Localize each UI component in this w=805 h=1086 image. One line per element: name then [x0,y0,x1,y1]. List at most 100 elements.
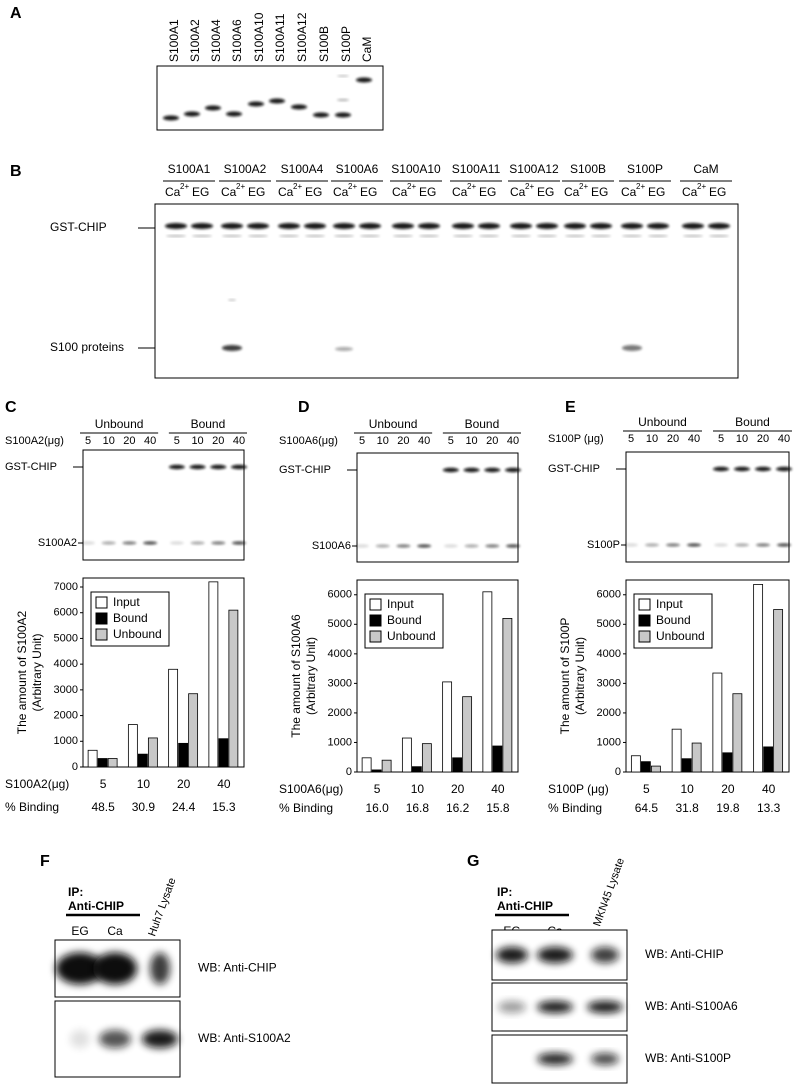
bar [97,758,108,768]
ion-label: Ca [621,185,637,199]
band [93,952,137,985]
lane-label: S100A2 [188,19,202,62]
band [337,75,349,77]
chelator-label: EG [648,185,665,199]
band [484,467,501,473]
band [392,223,414,229]
band [191,223,213,229]
band [505,467,521,473]
ion-label: Ca [682,185,698,199]
charge-label: 2+ [467,182,476,191]
binding-value: 16.8 [406,801,430,815]
lane-label: S100A6 [336,162,379,176]
band [333,223,355,229]
bar [681,758,692,773]
lane-label: S100A2 [224,162,267,176]
legend-swatch [95,628,108,641]
band [150,952,170,985]
band [622,235,642,237]
bar [137,753,148,768]
band [231,464,247,470]
charge-label: 2+ [579,182,588,191]
band [621,223,643,229]
group-label: Unbound [638,415,687,429]
bar [492,745,503,773]
ion-label: Ca [392,185,408,199]
lane-dose: 20 [757,433,769,445]
legend-label: Unbound [656,629,705,643]
legend-label: Input [113,595,140,609]
band [101,541,116,545]
ion-label: Ca [165,185,181,199]
band [713,466,729,472]
panel-letter: A [10,5,22,22]
band [305,235,325,237]
band [190,541,205,545]
band [708,223,730,229]
lane-dose: 5 [85,435,91,447]
band [375,544,390,548]
bar [107,758,118,768]
y-tick-label: 7000 [54,581,78,593]
x-axis-label: S100P (μg) [548,782,609,796]
group-label: Bound [465,417,500,431]
band [591,1053,619,1065]
ion-label: Ca [510,185,526,199]
chelator-label: EG [591,185,608,199]
binding-value: 24.4 [172,800,196,814]
y-tick-label: 6000 [328,589,352,601]
bar [691,742,702,773]
band [755,466,771,472]
band [709,235,729,237]
charge-label: 2+ [697,182,706,191]
group-label: Bound [735,415,770,429]
lane-label: S100B [317,26,331,62]
band [247,223,269,229]
bar [630,755,641,773]
binding-value: 19.8 [716,801,740,815]
band [222,345,242,351]
band [169,541,184,545]
bar [381,759,392,773]
band [304,223,326,229]
chelator-label: EG [305,185,322,199]
lane-label: S100A11 [273,13,287,62]
lane-label: S100A4 [209,19,223,62]
bar [218,738,229,768]
y-tick-label: 3000 [54,684,78,696]
binding-label: % Binding [279,801,333,815]
legend-swatch [369,630,382,643]
bar [442,681,453,773]
lane-label: S100A10 [252,12,266,62]
y-tick-label: 0 [615,766,621,778]
bar [228,609,239,768]
lane-dose: 5 [448,435,454,447]
band [226,111,242,117]
panel-letter: C [5,399,17,416]
lane-label: CaM [360,37,374,62]
dose-label: S100A2(μg) [5,435,64,447]
band [56,952,104,985]
band [393,235,413,237]
lane-label: Huh7 Lysate [146,876,178,938]
band [278,223,300,229]
y-axis-label: The amount of S100P [558,618,572,735]
binding-value: 31.8 [675,801,699,815]
band [506,544,520,548]
bar [411,766,422,773]
band [587,1001,623,1013]
y-tick-label: 5000 [597,618,621,630]
ion-label: Ca [333,185,349,199]
dose-label: S100A6(μg) [279,435,338,447]
lane-dose: 20 [397,435,409,447]
band-label: GST-CHIP [5,461,57,473]
bar [722,752,733,773]
ion-label: Ca [564,185,580,199]
lane-label: S100A12 [509,162,559,176]
bar [421,743,432,773]
band [591,947,619,963]
bar [127,724,138,768]
